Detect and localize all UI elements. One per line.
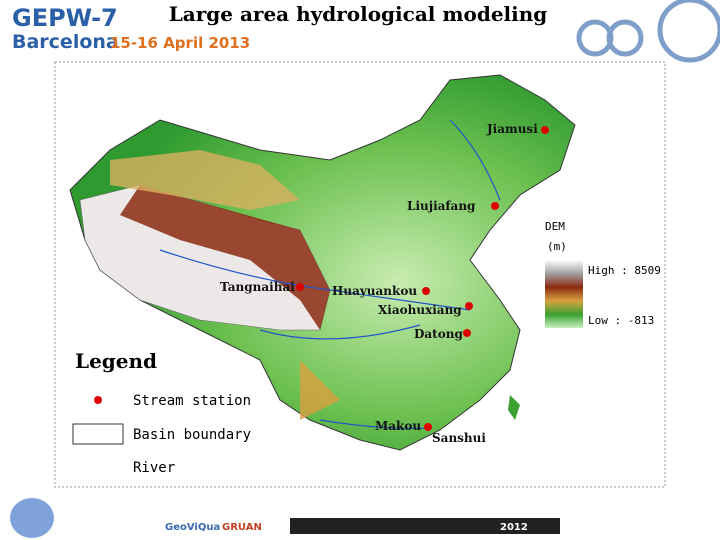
legend-item: Stream station [133, 393, 251, 409]
station-label: Xiaohuxiang [378, 303, 462, 317]
station-marker [491, 202, 499, 210]
legend-marker [94, 396, 102, 404]
dem-colorbar [545, 260, 583, 328]
dem-title: DEM [545, 220, 565, 233]
station-label: Makou [375, 419, 421, 433]
footer-year: 2012 [500, 522, 528, 533]
glofas-logo [10, 498, 54, 538]
station-label: Huayuankou [332, 284, 417, 298]
station-marker [465, 302, 473, 310]
footer-logo: GeoViQua [165, 522, 220, 533]
station-label: Liujiafang [407, 199, 476, 213]
station-marker [424, 423, 432, 431]
title: Large area hydrological modeling [169, 2, 548, 26]
station-marker [296, 283, 304, 291]
station-marker [422, 287, 430, 295]
dem-low: Low : -813 [588, 314, 654, 327]
station-marker [541, 126, 549, 134]
footer-bar [290, 518, 560, 534]
station-label: Datong [414, 327, 463, 341]
legend-item: River [133, 460, 175, 476]
station-label: Jiamusi [486, 122, 538, 136]
city: Barcelona [12, 31, 119, 53]
legend: Legend Stream station Basin boundary Riv… [72, 349, 251, 476]
conference: GEPW-7 [12, 4, 118, 32]
footer: GeoViQua GRUAN 2012 [10, 498, 560, 538]
dem-unit: (m) [547, 240, 567, 253]
legend-title: Legend [75, 349, 157, 373]
footer-logo: GRUAN [222, 522, 262, 533]
station-label: Tangnaihai [220, 280, 295, 294]
dates: 15-16 April 2013 [110, 34, 250, 52]
station-marker [463, 329, 471, 337]
legend-item: Basin boundary [133, 427, 251, 443]
dem-high: High : 8509 [588, 264, 661, 277]
station-label: Sanshui [432, 431, 486, 445]
dem-legend: DEM (m) High : 8509 Low : -813 [545, 220, 661, 328]
legend-box [72, 423, 124, 445]
logo-circles [576, 0, 720, 63]
map [69, 74, 576, 451]
